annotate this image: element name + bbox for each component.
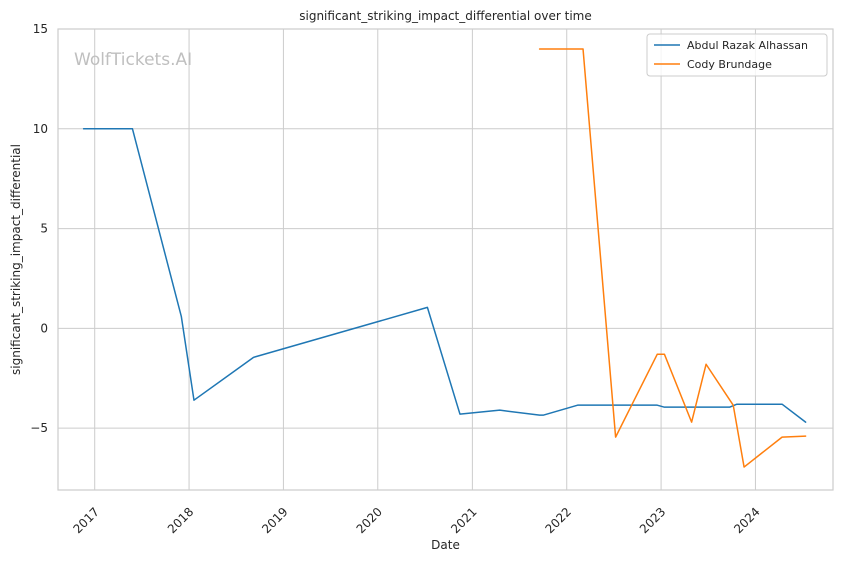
legend-label-abdul-razak-alhassan: Abdul Razak Alhassan xyxy=(687,39,808,52)
y-tick-label: −5 xyxy=(30,421,48,435)
legend-box xyxy=(646,33,828,77)
series-line-abdul-razak-alhassan xyxy=(82,128,807,423)
legend-label-cody-brundage: Cody Brundage xyxy=(687,58,772,71)
x-axis-label: Date xyxy=(431,538,460,552)
y-tick-label: 5 xyxy=(40,222,48,236)
y-tick-label: 0 xyxy=(40,321,48,335)
series-line-cody-brundage xyxy=(538,48,807,468)
legend: Abdul Razak Alhassan Cody Brundage xyxy=(646,33,828,77)
plot-area-frame xyxy=(57,28,834,491)
series-lines xyxy=(82,48,807,468)
y-axis-label: significant_striking_impact_differential xyxy=(9,144,23,375)
y-tick-label: 15 xyxy=(33,22,48,36)
y-tick-label: 10 xyxy=(33,122,48,136)
watermark-text: WolfTickets.AI xyxy=(74,50,192,70)
chart-title: significant_striking_impact_differential… xyxy=(299,9,591,23)
